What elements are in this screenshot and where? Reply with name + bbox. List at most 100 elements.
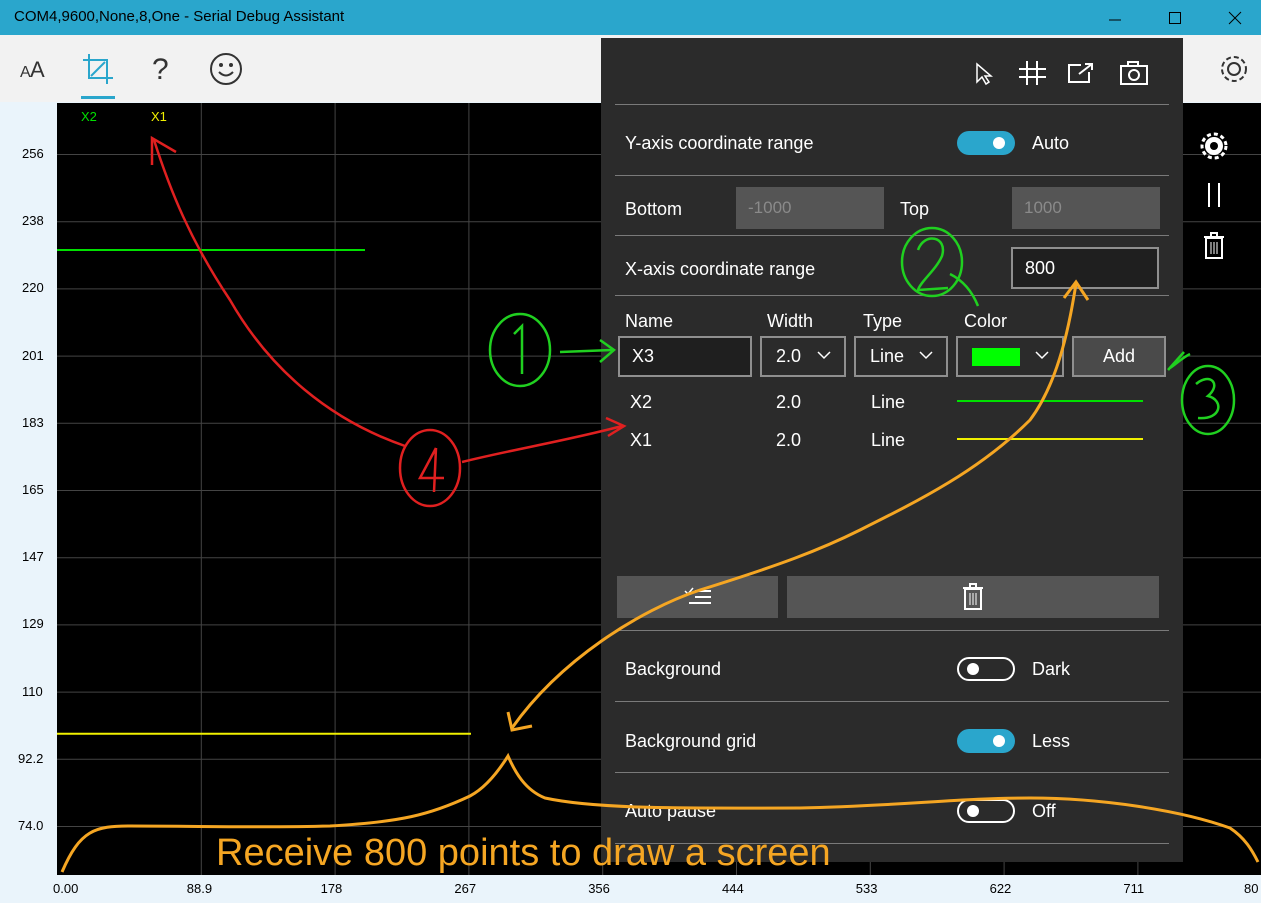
x-tick-label: 622 <box>989 881 1012 896</box>
maximize-icon <box>1169 11 1181 24</box>
top-label: Top <box>900 199 930 219</box>
chevron-down-icon <box>817 351 831 360</box>
chevron-down-icon <box>919 351 933 360</box>
pointer-icon[interactable] <box>973 62 994 91</box>
maximize-button[interactable] <box>1152 0 1198 35</box>
series-row-color-line <box>957 438 1143 440</box>
x-tick-label: 80 <box>1244 881 1259 896</box>
settings-gear-icon[interactable] <box>1214 49 1254 89</box>
y-tick-label: 92.2 <box>18 750 44 766</box>
x-tick-label: 178 <box>320 881 343 896</box>
x-tick-label: 356 <box>588 881 610 896</box>
grid-toggle[interactable] <box>957 729 1015 753</box>
y-tick-label: 110 <box>22 683 43 699</box>
camera-icon[interactable] <box>1119 60 1149 91</box>
y-tick-label: 183 <box>22 414 44 430</box>
divider <box>615 175 1169 176</box>
bottom-input[interactable]: -1000 <box>736 187 884 229</box>
series-type-select[interactable]: Line <box>854 336 948 377</box>
x-tick-label: 711 <box>1123 881 1145 896</box>
y-range-auto-toggle[interactable] <box>957 131 1015 155</box>
trash-icon <box>963 583 983 610</box>
annotation-number-2 <box>916 237 949 292</box>
header-color: Color <box>964 311 1008 331</box>
add-series-button[interactable]: Add <box>1072 336 1166 377</box>
top-input[interactable]: 1000 <box>1012 187 1160 229</box>
annotation-arrow-green <box>949 272 980 307</box>
svg-text:A: A <box>30 57 45 82</box>
background-label: Background <box>625 659 722 679</box>
y-range-state: Auto <box>1032 133 1070 153</box>
delete-series-button[interactable] <box>787 576 1159 618</box>
annotation-arrow-red <box>461 424 623 464</box>
grid-state: Less <box>1032 731 1071 751</box>
header-type: Type <box>863 311 903 331</box>
series-row-width: 2.0 <box>776 392 802 412</box>
x-range-label: X-axis coordinate range <box>625 259 816 279</box>
series-row-type: Line <box>871 392 906 412</box>
y-tick-label: 201 <box>22 347 44 363</box>
annotation-circle-3 <box>1180 364 1236 436</box>
divider <box>615 295 1169 296</box>
series-row-name: X1 <box>630 430 653 450</box>
y-tick-label: 220 <box>22 280 44 296</box>
window-title: COM4,9600,None,8,One - Serial Debug Assi… <box>14 8 345 25</box>
series-name-input[interactable]: X3 <box>618 336 752 377</box>
annotation-waveform <box>60 752 1260 873</box>
pause-icon[interactable] <box>1206 181 1226 214</box>
annotation-number-1 <box>513 322 524 374</box>
title-bar: COM4,9600,None,8,One - Serial Debug Assi… <box>0 0 1261 35</box>
select-all-button[interactable] <box>617 576 778 618</box>
divider <box>615 843 1169 844</box>
arrowhead <box>1167 351 1185 371</box>
y-range-label: Y-axis coordinate range <box>625 133 814 153</box>
bottom-label: Bottom <box>625 199 683 219</box>
annotation-circle-4 <box>398 428 462 508</box>
legend-x1: X1 <box>151 109 167 124</box>
arrowhead <box>599 338 617 363</box>
minimize-button[interactable] <box>1092 0 1138 35</box>
chart-settings-icon[interactable] <box>1200 132 1228 165</box>
x-tick-label: 88.9 <box>186 881 213 896</box>
annotation-caption: Receive 800 points to draw a screen <box>216 832 831 874</box>
divider <box>615 104 1169 105</box>
clear-trash-icon[interactable] <box>1203 232 1225 265</box>
header-width: Width <box>767 311 814 331</box>
series-row-color-line <box>957 400 1143 402</box>
annotation-circle-1 <box>488 312 552 388</box>
legend-x2: X2 <box>81 109 97 124</box>
svg-text:?: ? <box>152 53 169 85</box>
series-color-swatch <box>972 347 1020 366</box>
background-state: Dark <box>1032 659 1071 679</box>
grid-adjust-icon[interactable] <box>1018 60 1048 91</box>
help-icon[interactable]: ? <box>140 49 180 89</box>
annotation-arrow-red <box>152 139 406 448</box>
series-row-name: X2 <box>630 392 653 412</box>
x-range-input[interactable]: 800 <box>1011 247 1159 289</box>
x-tick-label: 533 <box>855 881 878 896</box>
smiley-icon[interactable] <box>206 49 246 89</box>
plot-crop-icon[interactable] <box>78 49 118 89</box>
divider <box>615 701 1169 702</box>
background-toggle[interactable] <box>957 657 1015 681</box>
annotation-arrow-green <box>559 348 613 354</box>
series-color-select[interactable] <box>956 336 1064 377</box>
x-tick-label: 267 <box>454 881 477 896</box>
y-tick-label: 147 <box>22 549 44 565</box>
series-width-select[interactable]: 2.0 <box>760 336 846 377</box>
annotation-number-4 <box>417 447 444 493</box>
series-row-width: 2.0 <box>776 430 802 450</box>
y-tick-label: 238 <box>22 213 44 229</box>
autopause-state: Off <box>1032 801 1056 821</box>
arrowhead <box>150 135 177 165</box>
y-tick-label: 165 <box>22 482 44 497</box>
close-button[interactable] <box>1212 0 1258 35</box>
y-tick-label: 256 <box>22 146 44 161</box>
export-icon[interactable] <box>1067 62 1095 89</box>
chevron-down-icon <box>1035 351 1049 360</box>
plot-settings-panel: Y-axis coordinate range Auto Bottom -100… <box>601 38 1183 862</box>
close-icon <box>1228 11 1242 24</box>
grid-label: Background grid <box>625 731 757 751</box>
